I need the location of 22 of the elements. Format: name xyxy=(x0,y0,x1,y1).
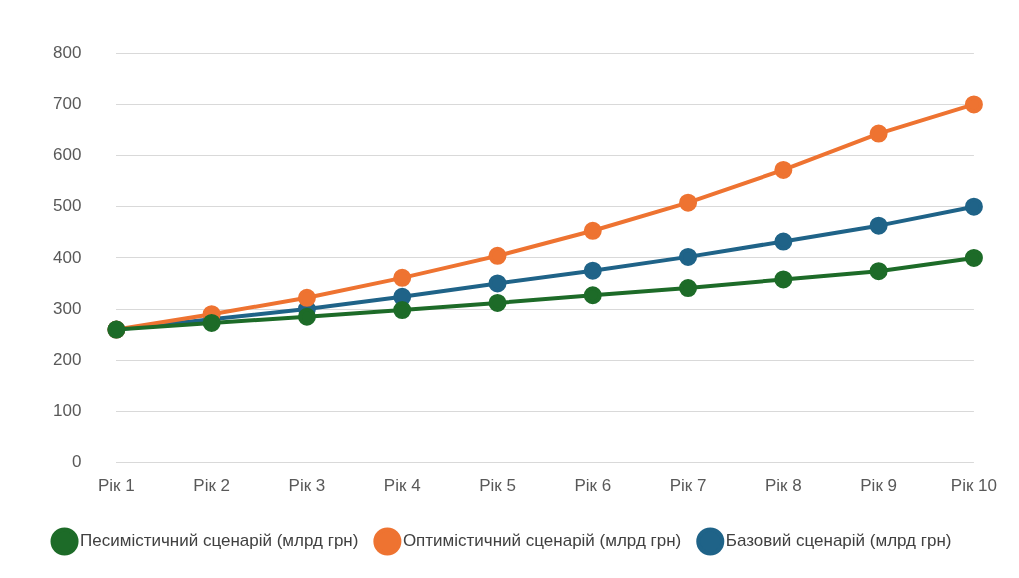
x-tick-label: Рік 8 xyxy=(764,476,802,496)
legend-label: Песимістичний сценарій (млрд грн) xyxy=(80,531,359,551)
x-tick-label: Рік 1 xyxy=(98,476,135,496)
y-tick-label: 500 xyxy=(52,196,82,216)
y-tick-label: 600 xyxy=(52,145,82,165)
x-tick-label: Рік 4 xyxy=(383,476,421,496)
x-tick-label: Рік 5 xyxy=(479,476,516,496)
x-tick-label: Рік 10 xyxy=(950,476,997,496)
y-tick-label: 100 xyxy=(52,401,82,421)
legend-label: Оптимістичний сценарій (млрд грн) xyxy=(402,531,682,551)
x-tick-label: Рік 2 xyxy=(193,476,231,496)
y-tick-label: 400 xyxy=(52,247,82,267)
y-tick-label: 200 xyxy=(52,349,82,369)
y-tick-label: 800 xyxy=(52,42,82,62)
x-tick-label: Рік 7 xyxy=(669,476,707,496)
x-tick-label: Рік 6 xyxy=(574,476,612,496)
y-tick-label: 300 xyxy=(52,298,82,318)
y-tick-label: 0 xyxy=(71,452,82,472)
legend-label: Базовий сценарій (млрд грн) xyxy=(725,531,952,551)
y-tick-label: 700 xyxy=(52,94,82,114)
x-tick-label: Рік 9 xyxy=(860,476,897,496)
x-tick-label: Рік 3 xyxy=(288,476,326,496)
